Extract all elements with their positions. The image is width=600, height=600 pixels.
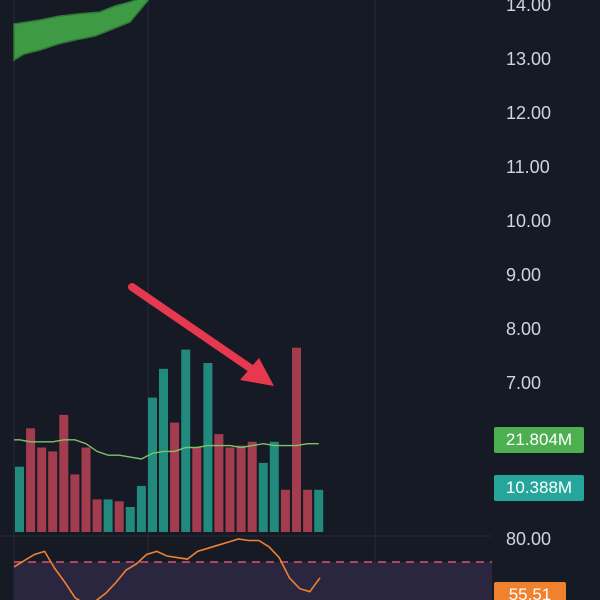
volume-bars — [15, 347, 324, 532]
volume-bar — [258, 462, 268, 532]
price-cloud-band — [13, 0, 150, 62]
volume-bar — [26, 428, 36, 532]
volume-bar — [159, 368, 168, 532]
volume-ma-label: 21.804M — [494, 427, 584, 453]
volume-bar — [247, 441, 257, 532]
volume-bar — [114, 501, 124, 532]
volume-bar — [103, 499, 113, 532]
volume-bar — [269, 441, 279, 532]
price-axis-tick: 14.00 — [506, 0, 552, 15]
oscillator-value-label: 55.51 — [494, 582, 566, 600]
volume-bar — [280, 489, 290, 532]
volume-bar — [125, 507, 135, 532]
volume-bar — [192, 447, 202, 532]
volume-bar — [170, 422, 180, 532]
price-axis-tick: 12.00 — [506, 103, 552, 123]
oscillator-band — [14, 562, 492, 600]
price-axis-tick: 13.00 — [506, 49, 552, 69]
volume-bar — [37, 447, 47, 532]
volume-moving-average-line — [14, 439, 319, 460]
volume-bar — [59, 414, 69, 532]
volume-bar — [203, 363, 213, 532]
volume-bar — [236, 445, 246, 532]
price-axis-tick: 8.00 — [506, 319, 542, 339]
volume-bar — [81, 447, 91, 532]
annotation-arrow — [128, 283, 274, 386]
volume-bar — [181, 349, 191, 532]
volume-bar — [15, 466, 24, 532]
oscillator-axis-tick: 80.00 — [506, 529, 552, 549]
volume-bar — [148, 397, 157, 532]
volume-bar — [314, 489, 324, 532]
price-axis-tick: 10.00 — [506, 211, 552, 231]
volume-bar — [214, 434, 224, 532]
volume-bar — [292, 347, 301, 532]
volume-bar — [303, 489, 313, 532]
volume-bar — [92, 499, 102, 532]
price-axis-tick: 9.00 — [506, 265, 542, 285]
volume-bar — [70, 474, 80, 532]
volume-current-label: 10.388M — [494, 475, 584, 501]
price-axis-tick: 7.00 — [506, 373, 542, 393]
oscillator-line — [13, 538, 321, 600]
price-axis-tick: 11.00 — [506, 157, 550, 177]
volume-bar — [48, 451, 58, 532]
volume-bar — [225, 447, 235, 532]
volume-bar — [136, 485, 146, 532]
